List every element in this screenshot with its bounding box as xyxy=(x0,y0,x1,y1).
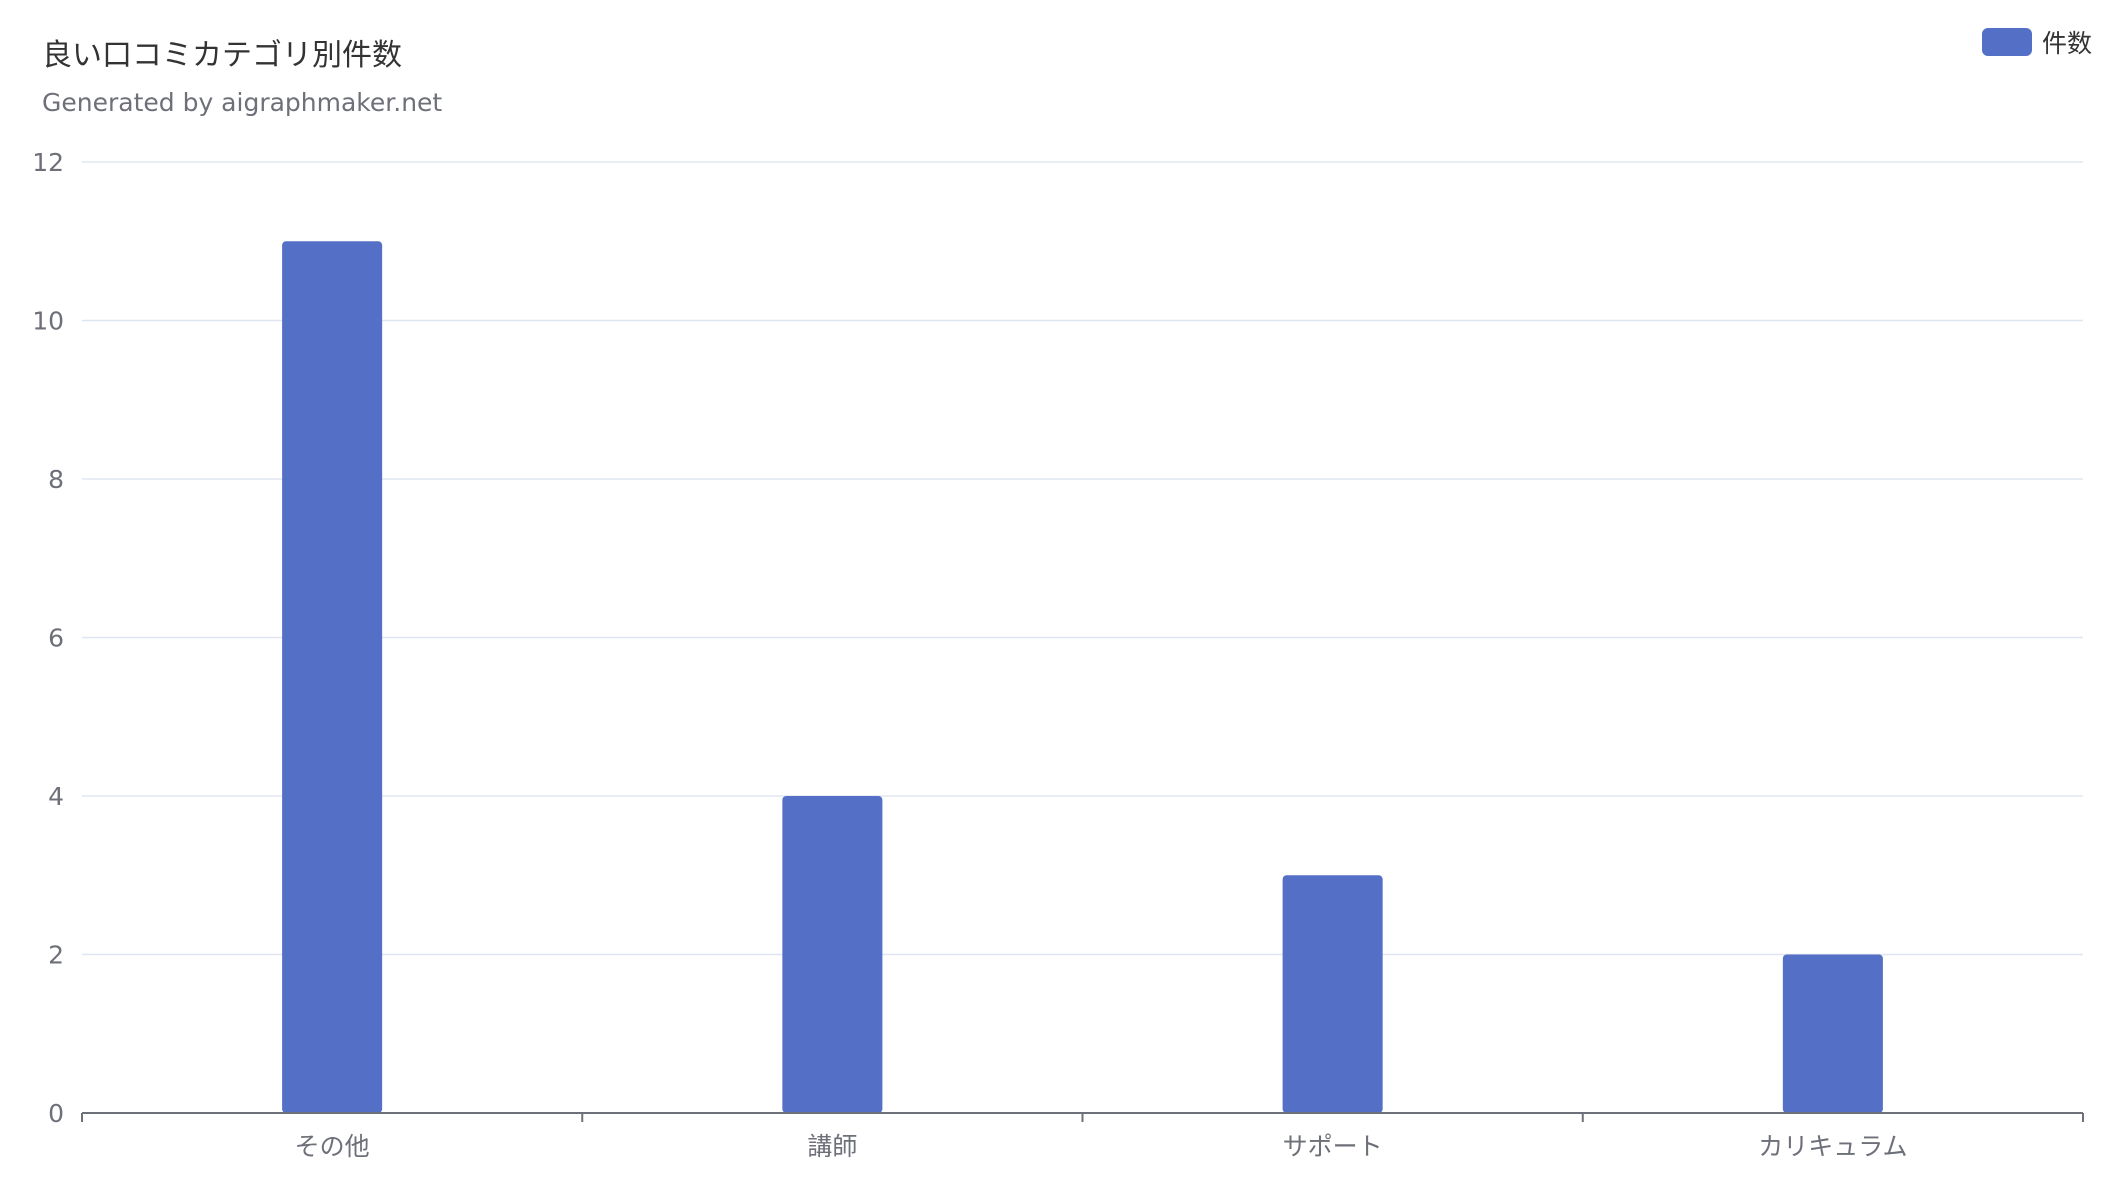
x-tick-label: その他 xyxy=(295,1132,370,1161)
axes: 0 2 4 6 8 10 12 その他 講師 サポート カリキュラム xyxy=(32,148,2084,1161)
legend-label: 件数 xyxy=(2041,29,2092,58)
legend[interactable]: 件数 xyxy=(1981,24,2092,60)
y-tick-label: 2 xyxy=(48,941,64,970)
legend-swatch xyxy=(1981,28,2032,56)
y-tick-label: 0 xyxy=(48,1099,64,1128)
x-tick-label: カリキュラム xyxy=(1758,1132,1907,1161)
bar xyxy=(782,796,883,1113)
y-tick-label: 10 xyxy=(32,307,64,336)
x-tick-label: サポート xyxy=(1283,1132,1383,1161)
bars xyxy=(282,241,1883,1113)
bar xyxy=(1782,954,1883,1113)
grid-lines xyxy=(82,161,2083,956)
y-tick-label: 8 xyxy=(48,465,64,494)
chart-subtitle: Generated by aigraphmaker.net xyxy=(42,88,443,117)
y-tick-label: 12 xyxy=(32,148,64,177)
bar xyxy=(1282,875,1383,1113)
y-tick-label: 6 xyxy=(48,624,64,653)
bar xyxy=(282,241,383,1113)
x-tick-label: 講師 xyxy=(807,1132,857,1161)
chart-title: 良い口コミカテゴリ別件数 xyxy=(42,38,402,73)
y-tick-label: 4 xyxy=(48,782,64,811)
